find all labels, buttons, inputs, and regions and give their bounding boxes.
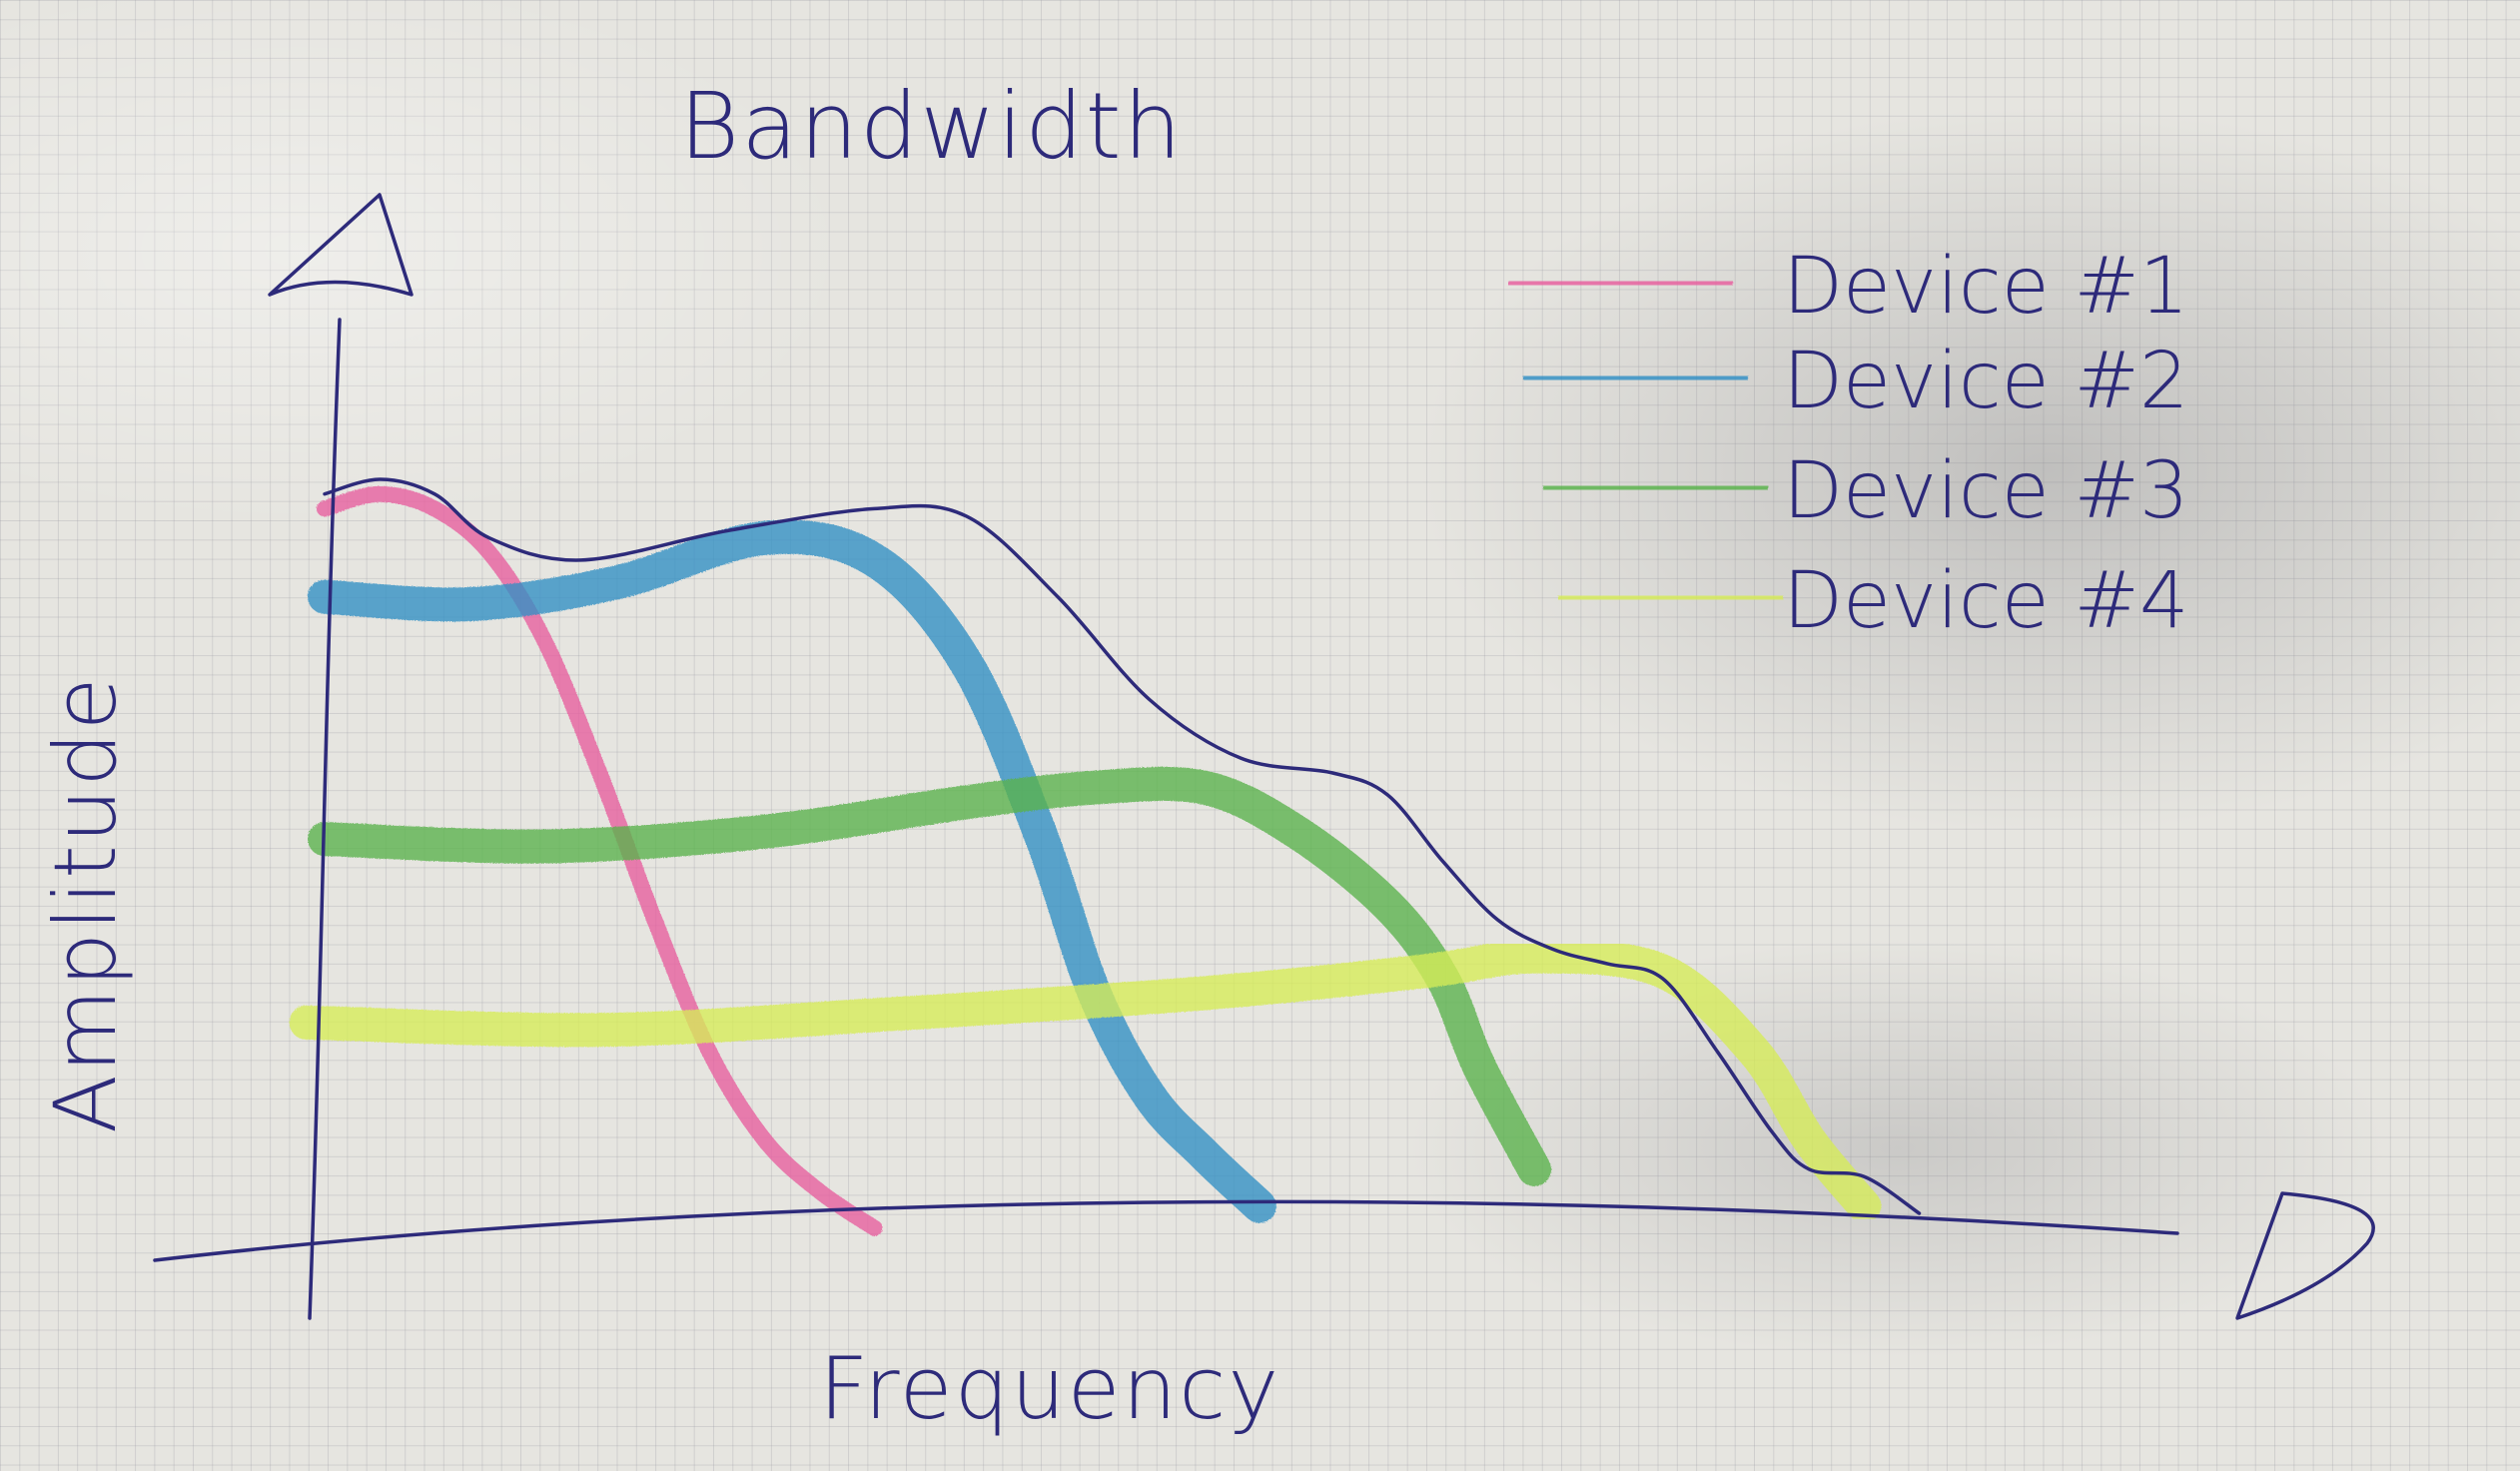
legend-label-device-4: Device #4 [1783, 556, 2189, 646]
envelope-line [323, 477, 1922, 1215]
legend-label-device-3: Device #3 [1783, 446, 2189, 536]
legend-swatch-device-4 [1557, 570, 1784, 625]
legend-swatch-device-2 [1522, 351, 1749, 405]
y-axis-label: Amplitude [36, 675, 136, 1133]
chart-title: Bandwidth [679, 73, 1184, 180]
legend-swatch-device-1 [1507, 256, 1734, 311]
series-line-device-4 [289, 939, 1882, 1223]
legend-swatch-device-3 [1542, 460, 1769, 515]
series-line-device-2 [308, 519, 1276, 1223]
x-axis-label: Frequency [819, 1339, 1280, 1439]
x-axis-arrowhead [2235, 1191, 2375, 1320]
y-axis [308, 318, 342, 1320]
series-line-device-1 [317, 485, 883, 1236]
legend-label-device-1: Device #1 [1783, 242, 2189, 332]
y-axis-arrowhead [268, 193, 414, 297]
x-axis [153, 1199, 2179, 1262]
legend-label-device-2: Device #2 [1783, 337, 2189, 426]
